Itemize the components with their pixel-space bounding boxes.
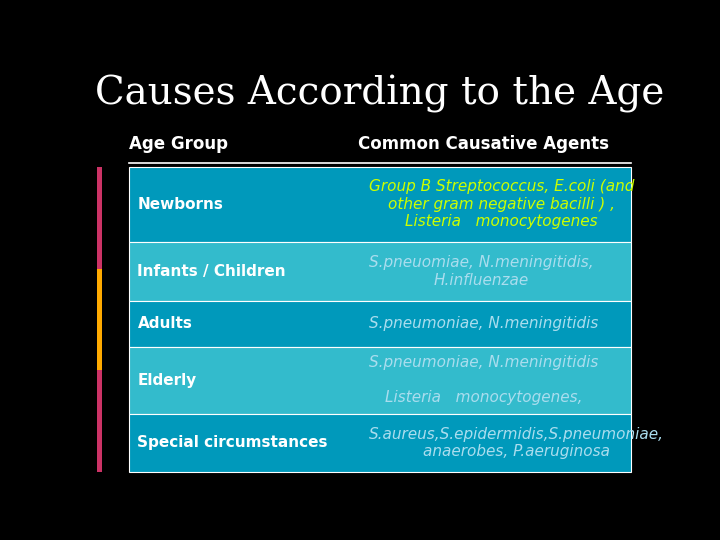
Text: Causes According to the Age: Causes According to the Age [96, 75, 665, 113]
Text: Adults: Adults [138, 316, 192, 331]
Text: Special circumstances: Special circumstances [138, 435, 328, 450]
Text: Infants / Children: Infants / Children [138, 264, 286, 279]
Text: S.aureus,S.epidermidis,S.pneumoniae,
anaerobes, P.aeruginosa: S.aureus,S.epidermidis,S.pneumoniae, ana… [369, 427, 664, 459]
FancyBboxPatch shape [129, 167, 631, 242]
FancyBboxPatch shape [96, 167, 102, 268]
FancyBboxPatch shape [129, 301, 631, 347]
Text: Newborns: Newborns [138, 197, 223, 212]
Text: Common Causative Agents: Common Causative Agents [358, 135, 609, 153]
Text: Age Group: Age Group [129, 135, 228, 153]
FancyBboxPatch shape [96, 370, 102, 472]
FancyBboxPatch shape [96, 268, 102, 370]
Text: S.pneumoniae, N.meningitidis

Listeria   monocytogenes,: S.pneumoniae, N.meningitidis Listeria mo… [369, 355, 598, 405]
Text: Elderly: Elderly [138, 373, 197, 388]
FancyBboxPatch shape [129, 347, 631, 414]
Text: Group B Streptococcus, E.coli (and
other gram negative bacilli ) ,
Listeria   mo: Group B Streptococcus, E.coli (and other… [369, 179, 634, 230]
FancyBboxPatch shape [129, 242, 631, 301]
Text: S.pneumoniae, N.meningitidis: S.pneumoniae, N.meningitidis [369, 316, 598, 331]
Text: S.pneuomiae, N.meningitidis,
H.influenzae: S.pneuomiae, N.meningitidis, H.influenza… [369, 255, 593, 287]
FancyBboxPatch shape [129, 414, 631, 472]
